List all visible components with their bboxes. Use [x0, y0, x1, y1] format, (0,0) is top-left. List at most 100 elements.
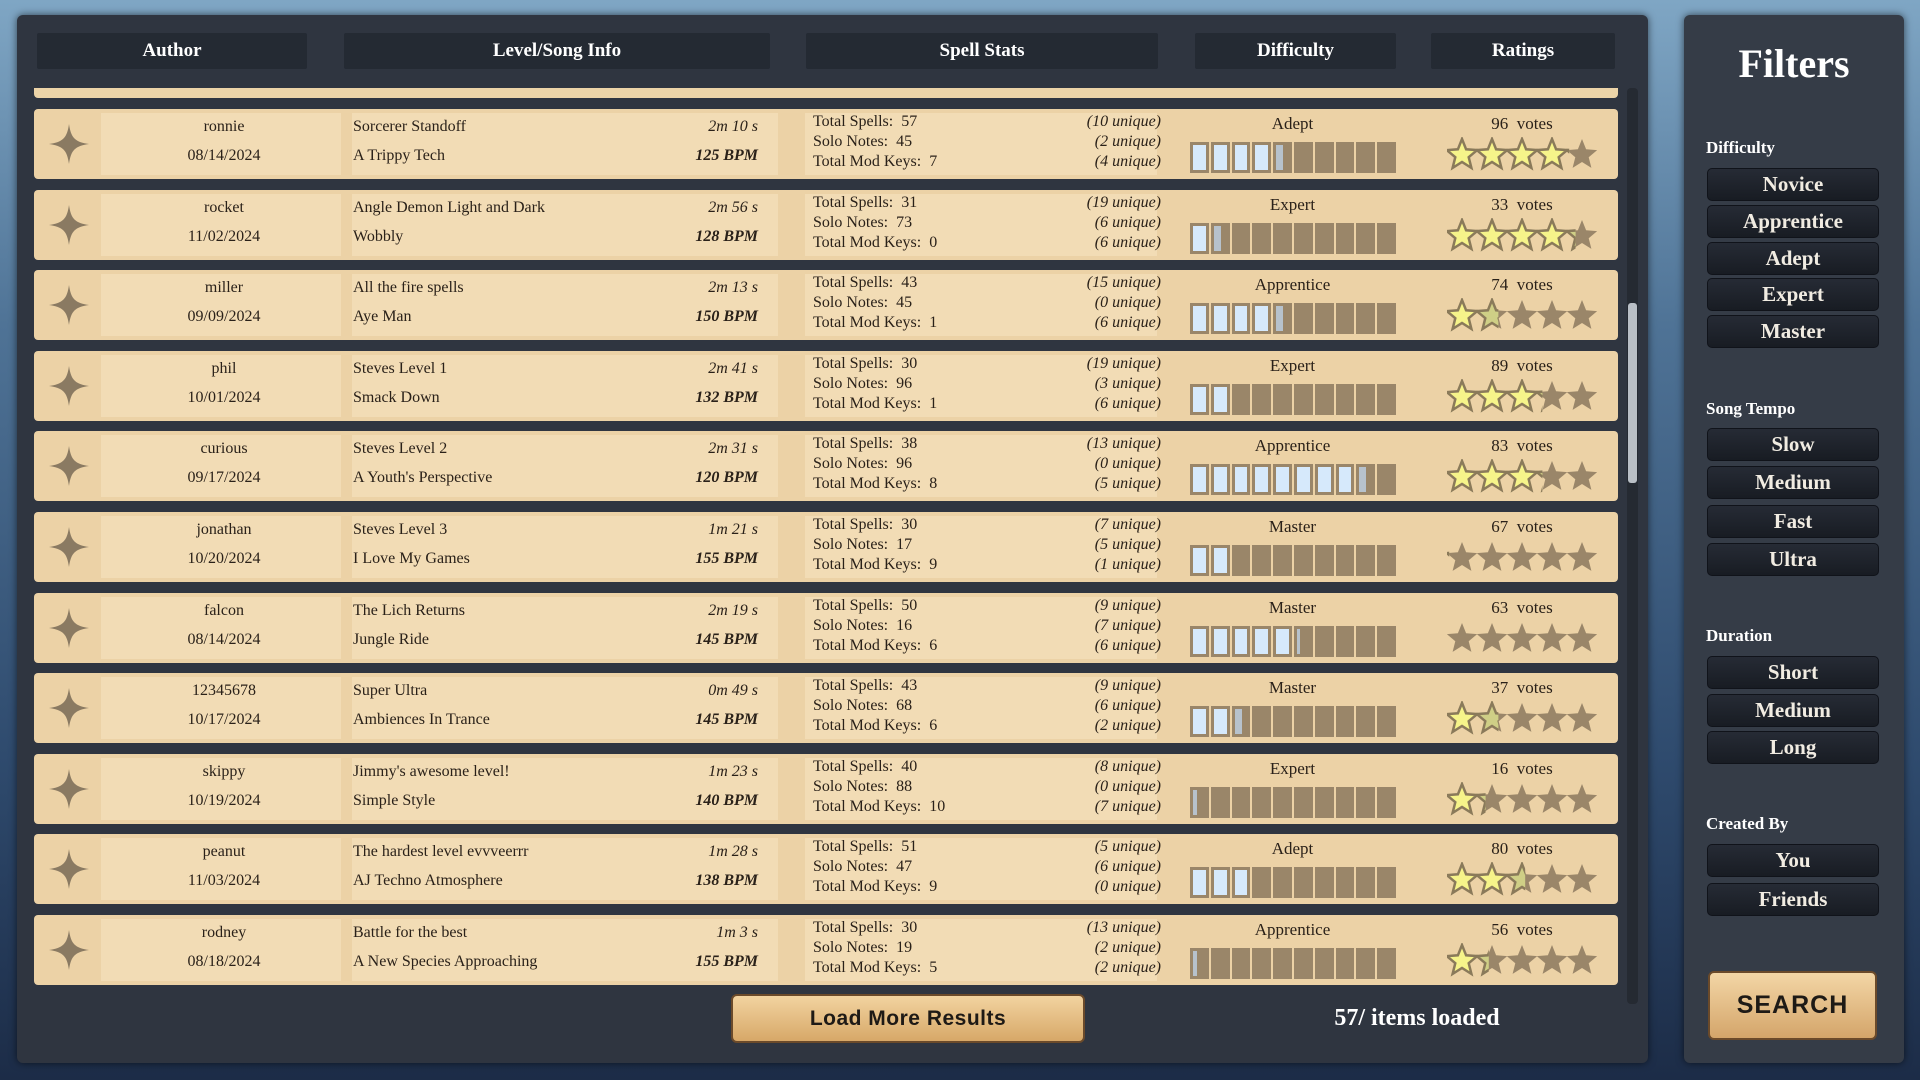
total-spells-label: Total Spells: [813, 193, 894, 211]
filter-option-button[interactable]: Apprentice [1707, 205, 1879, 238]
total-spells-value: 30 [901, 919, 918, 936]
author-name[interactable]: jonathan [196, 521, 252, 538]
rating-star-icon [1566, 783, 1597, 813]
author-name[interactable]: peanut [202, 843, 246, 861]
filter-group-label: Created By [1706, 814, 1789, 833]
level-row[interactable]: rocket 11/02/2024 Angle Demon Light and … [34, 189, 1618, 260]
difficulty-segment [1356, 303, 1376, 335]
favorite-sparkle-icon[interactable] [49, 365, 89, 406]
mod-unique: (4 unique) [1094, 153, 1161, 170]
votes-label: votes [1516, 436, 1553, 456]
difficulty-segment [1377, 383, 1396, 415]
filter-option-button[interactable]: You [1707, 844, 1879, 877]
favorite-sparkle-icon[interactable] [49, 527, 89, 567]
difficulty-segment [1293, 545, 1313, 576]
song-bpm: 138 BPM [695, 872, 758, 890]
level-row[interactable]: 12345678 10/17/2024 Super Ultra 0m 49 s … [34, 673, 1618, 744]
favorite-sparkle-icon[interactable] [49, 446, 89, 487]
scrollbar-thumb[interactable] [1628, 303, 1637, 483]
rating-star-icon [1476, 945, 1508, 977]
difficulty-segment [1210, 786, 1230, 818]
mod-unique: (6 unique) [1094, 394, 1161, 412]
filter-option-button[interactable]: Medium [1707, 466, 1879, 499]
filter-option-button[interactable]: Short [1707, 656, 1879, 689]
level-name: Steves Level 1 [353, 359, 448, 377]
column-header-level-song-info[interactable]: Level/Song Info [344, 33, 770, 69]
rating-star-icon [1447, 781, 1478, 816]
level-row[interactable]: falcon 08/14/2024 The Lich Returns 2m 19… [34, 592, 1618, 663]
difficulty-segment [1252, 383, 1272, 415]
author-name[interactable]: curious [200, 440, 248, 458]
difficulty-segment [1314, 383, 1334, 415]
level-row[interactable]: ronnie 08/14/2024 Sorcerer Standoff 2m 1… [34, 109, 1618, 179]
level-row[interactable]: phil 10/01/2024 Steves Level 1 2m 41 s S… [34, 350, 1618, 421]
level-row[interactable]: peanut 11/03/2024 The hardest level evvv… [34, 834, 1618, 905]
mod-keys-value: 1 [929, 314, 938, 332]
rating-star-icon [1476, 701, 1508, 735]
song-name: Ambiences In Trance [353, 711, 490, 729]
column-header-spell-stats[interactable]: Spell Stats [806, 33, 1158, 69]
level-name: The hardest level evvveerrr [353, 843, 529, 861]
column-header-ratings[interactable]: Ratings [1431, 33, 1615, 69]
difficulty-segment [1252, 867, 1272, 899]
favorite-sparkle-icon[interactable] [49, 285, 89, 326]
rating-star-icon [1566, 703, 1597, 733]
level-row[interactable]: jonathan 10/20/2024 Steves Level 3 1m 21… [34, 512, 1618, 582]
difficulty-bar [1190, 303, 1396, 335]
scrollbar[interactable] [1627, 88, 1638, 1004]
solo-notes-label: Solo Notes: [813, 213, 889, 231]
favorite-sparkle-icon[interactable] [49, 607, 89, 648]
difficulty-segment [1273, 383, 1292, 415]
solo-notes-value: 68 [896, 697, 913, 715]
difficulty-segment [1335, 867, 1355, 899]
votes-label: votes [1516, 355, 1553, 375]
favorite-sparkle-icon[interactable] [49, 849, 89, 890]
author-name[interactable]: ronnie [203, 118, 245, 135]
author-name[interactable]: miller [204, 279, 244, 297]
level-row[interactable]: rodney 08/18/2024 Battle for the best 1m… [34, 915, 1618, 985]
filter-option-button[interactable]: Novice [1707, 168, 1879, 201]
favorite-sparkle-icon[interactable] [49, 688, 89, 729]
filter-option-button[interactable]: Expert [1707, 278, 1879, 311]
solo-notes-label: Solo Notes: [813, 374, 889, 392]
song-name: A Trippy Tech [353, 147, 445, 164]
difficulty-segment [1377, 222, 1396, 254]
rating-star-icon [1506, 300, 1538, 330]
filter-option-button[interactable]: Adept [1707, 242, 1879, 275]
author-name[interactable]: rodney [201, 924, 247, 941]
author-name[interactable]: falcon [204, 601, 244, 619]
author-name[interactable]: skippy [202, 762, 246, 780]
filter-option-button[interactable]: Friends [1707, 883, 1879, 916]
favorite-sparkle-icon[interactable] [49, 204, 89, 245]
column-header-author[interactable]: Author [37, 33, 307, 69]
rating-star-icon [1447, 459, 1478, 494]
filter-option-button[interactable]: Master [1707, 315, 1879, 348]
level-row[interactable]: miller 09/09/2024 All the fire spells 2m… [34, 270, 1618, 341]
favorite-sparkle-icon[interactable] [49, 930, 89, 970]
level-row[interactable]: curious 09/17/2024 Steves Level 2 2m 31 … [34, 431, 1618, 502]
filter-option-button[interactable]: Medium [1707, 694, 1879, 727]
votes-label: votes [1516, 920, 1553, 939]
author-name[interactable]: 12345678 [192, 682, 256, 700]
load-more-results-button[interactable]: Load More Results [731, 994, 1085, 1043]
votes-label: votes [1516, 114, 1553, 133]
filter-option-button[interactable]: Ultra [1707, 543, 1879, 576]
favorite-sparkle-icon[interactable] [49, 124, 89, 164]
author-name[interactable]: phil [211, 359, 237, 377]
song-bpm: 125 BPM [695, 147, 758, 164]
rating-star-icon [1476, 622, 1508, 652]
filter-option-button[interactable]: Long [1707, 731, 1879, 764]
column-header-difficulty[interactable]: Difficulty [1195, 33, 1396, 69]
filter-option-button[interactable]: Fast [1707, 505, 1879, 538]
level-row[interactable]: skippy 10/19/2024 Jimmy's awesome level!… [34, 753, 1618, 824]
author-name[interactable]: rocket [204, 198, 244, 216]
created-date: 10/17/2024 [187, 711, 261, 729]
author-cell [101, 516, 341, 578]
vote-count: 67 votes [1434, 517, 1610, 537]
solo-notes-label: Solo Notes: [813, 616, 889, 634]
filter-option-button[interactable]: Slow [1707, 428, 1879, 461]
rating-star-icon [1506, 862, 1538, 897]
favorite-sparkle-icon[interactable] [49, 768, 89, 809]
filter-group-label: Song Tempo [1706, 399, 1796, 418]
search-button[interactable]: SEARCH [1708, 971, 1877, 1040]
